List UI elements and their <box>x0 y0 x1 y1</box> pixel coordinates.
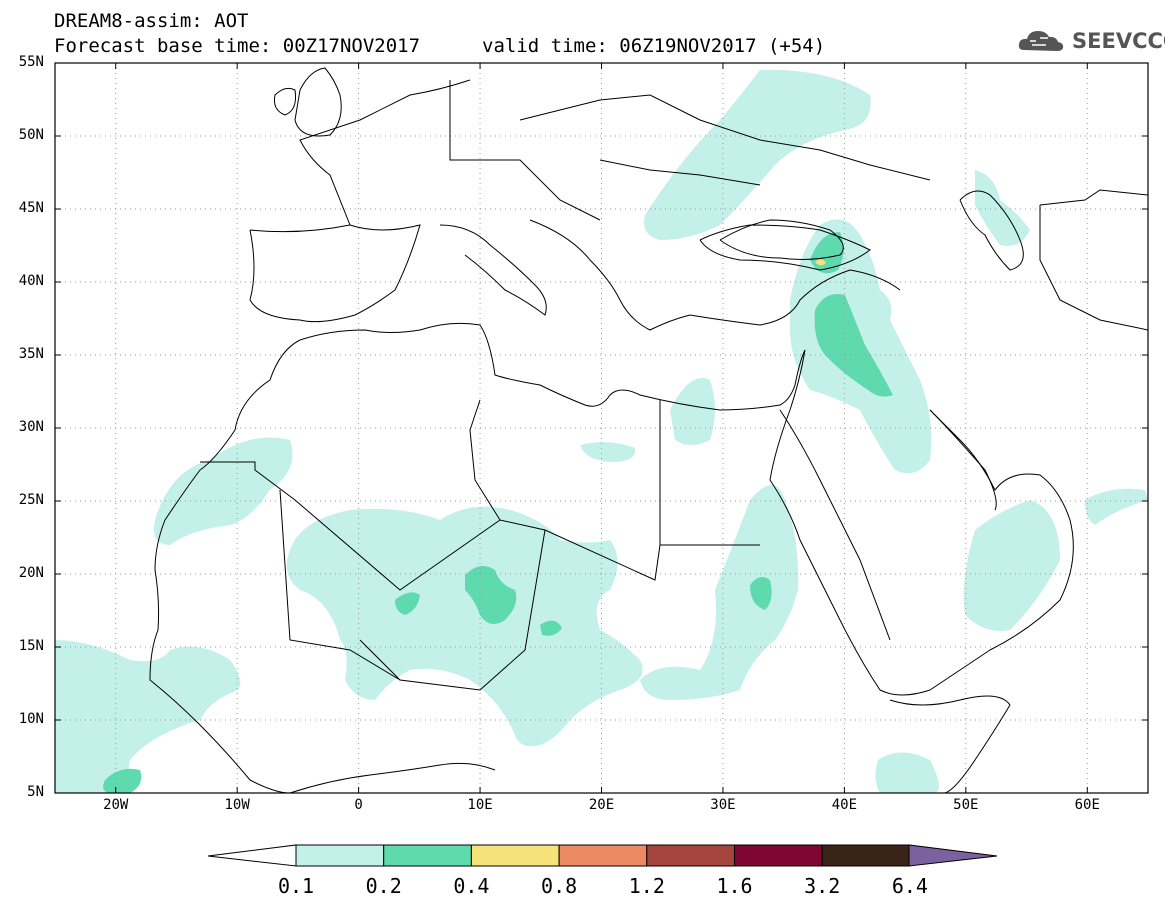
colorbar-label: 1.6 <box>716 874 753 898</box>
lon-label: 20W <box>103 797 129 813</box>
lon-label: 40E <box>831 797 858 813</box>
lat-label: 10N <box>18 711 44 727</box>
colorbar-label: 3.2 <box>804 874 841 898</box>
lon-label: 10W <box>224 797 250 813</box>
colorbar-label: 0.2 <box>365 874 402 898</box>
colorbar-label: 1.2 <box>628 874 665 898</box>
forecast-base-time: Forecast base time: 00Z17NOV2017 <box>54 35 421 57</box>
colorbar-box <box>734 844 823 867</box>
lat-label: 5N <box>27 784 44 800</box>
colorbar-box <box>558 844 648 867</box>
lat-label: 50N <box>18 127 44 143</box>
colorbar-box <box>383 844 472 867</box>
colorbar-label: 6.4 <box>891 874 928 898</box>
colorbar <box>207 844 998 867</box>
lat-label: 25N <box>18 492 44 508</box>
lon-label: 10E <box>467 797 493 813</box>
colorbar-right-triangle <box>908 844 998 867</box>
lon-label: 50E <box>953 797 979 813</box>
coastlines <box>149 67 1148 793</box>
aot-contour-field <box>55 69 1148 793</box>
colorbar-label: 0.4 <box>453 874 490 898</box>
product-title: DREAM8-assim: AOT <box>54 10 249 32</box>
lat-label: 45N <box>18 200 44 216</box>
lon-label: 20E <box>588 797 615 813</box>
colorbar-box <box>295 844 385 867</box>
lat-label: 55N <box>18 54 44 70</box>
lat-label: 20N <box>18 565 44 581</box>
lon-label: 30E <box>710 797 736 813</box>
colorbar-box <box>646 844 735 867</box>
lat-label: 40N <box>18 273 44 289</box>
colorbar-label: 0.8 <box>541 874 578 898</box>
lat-label: 35N <box>18 346 44 362</box>
seevccc-logo: SEEVCCC <box>1072 29 1165 53</box>
colorbar-box <box>470 844 560 867</box>
valid-time: valid time: 06Z19NOV2017 (+54) <box>482 35 826 57</box>
colorbar-label: 0.1 <box>277 874 315 898</box>
graticule <box>55 63 1148 793</box>
axis-ticks <box>55 62 1148 794</box>
cloud-icon <box>1018 31 1064 51</box>
lon-label: 60E <box>1074 797 1100 813</box>
lat-label: 30N <box>18 419 44 435</box>
colorbar-box <box>821 844 911 867</box>
lon-label: 0 <box>354 797 363 813</box>
lat-label: 15N <box>18 638 44 654</box>
colorbar-left-triangle <box>207 844 297 867</box>
